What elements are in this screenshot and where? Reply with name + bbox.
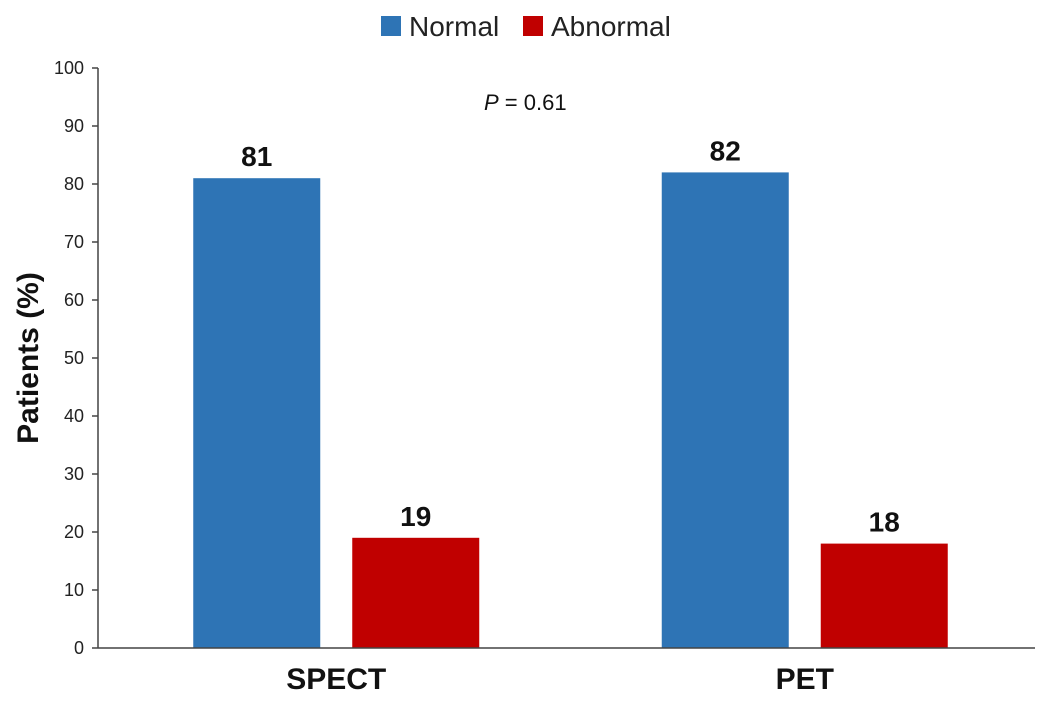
- bar-normal-spect: [193, 178, 321, 648]
- y-axis-label: Patients (%): [12, 272, 45, 444]
- y-tick-label: 60: [64, 290, 84, 310]
- data-label: 81: [241, 141, 272, 172]
- data-label: 18: [869, 507, 900, 538]
- legend: Normal Abnormal: [381, 11, 671, 42]
- x-tick-label-pet: PET: [776, 663, 834, 696]
- legend-swatch-normal: [381, 16, 401, 36]
- y-tick-label: 0: [74, 638, 84, 658]
- y-tick-label: 30: [64, 464, 84, 484]
- x-axis-labels: SPECT PET: [286, 663, 834, 696]
- legend-swatch-abnormal: [523, 16, 543, 36]
- bar-normal-pet: [661, 172, 789, 648]
- legend-label-normal: Normal: [409, 11, 499, 42]
- x-tick-label-spect: SPECT: [286, 663, 386, 696]
- y-tick-label: 10: [64, 580, 84, 600]
- bar-abnormal-spect: [352, 537, 480, 648]
- legend-label-abnormal: Abnormal: [551, 11, 671, 42]
- y-tick-label: 20: [64, 522, 84, 542]
- p-value-annotation: P = 0.61: [484, 90, 567, 115]
- p-value-text: = 0.61: [499, 90, 567, 115]
- y-tick-label: 100: [54, 58, 84, 78]
- data-label: 19: [400, 501, 431, 532]
- p-value-symbol: P: [484, 90, 499, 115]
- y-tick-label: 50: [64, 348, 84, 368]
- data-label: 82: [710, 135, 741, 166]
- y-tick-label: 80: [64, 174, 84, 194]
- bar-abnormal-pet: [820, 543, 948, 648]
- bars: [193, 172, 948, 648]
- y-tick-label: 70: [64, 232, 84, 252]
- y-tick-label: 90: [64, 116, 84, 136]
- y-axis-ticks: 0 10 20 30 40 50 60 70 80 90 100: [54, 58, 98, 658]
- data-labels: 81 19 82 18: [241, 135, 900, 537]
- y-tick-label: 40: [64, 406, 84, 426]
